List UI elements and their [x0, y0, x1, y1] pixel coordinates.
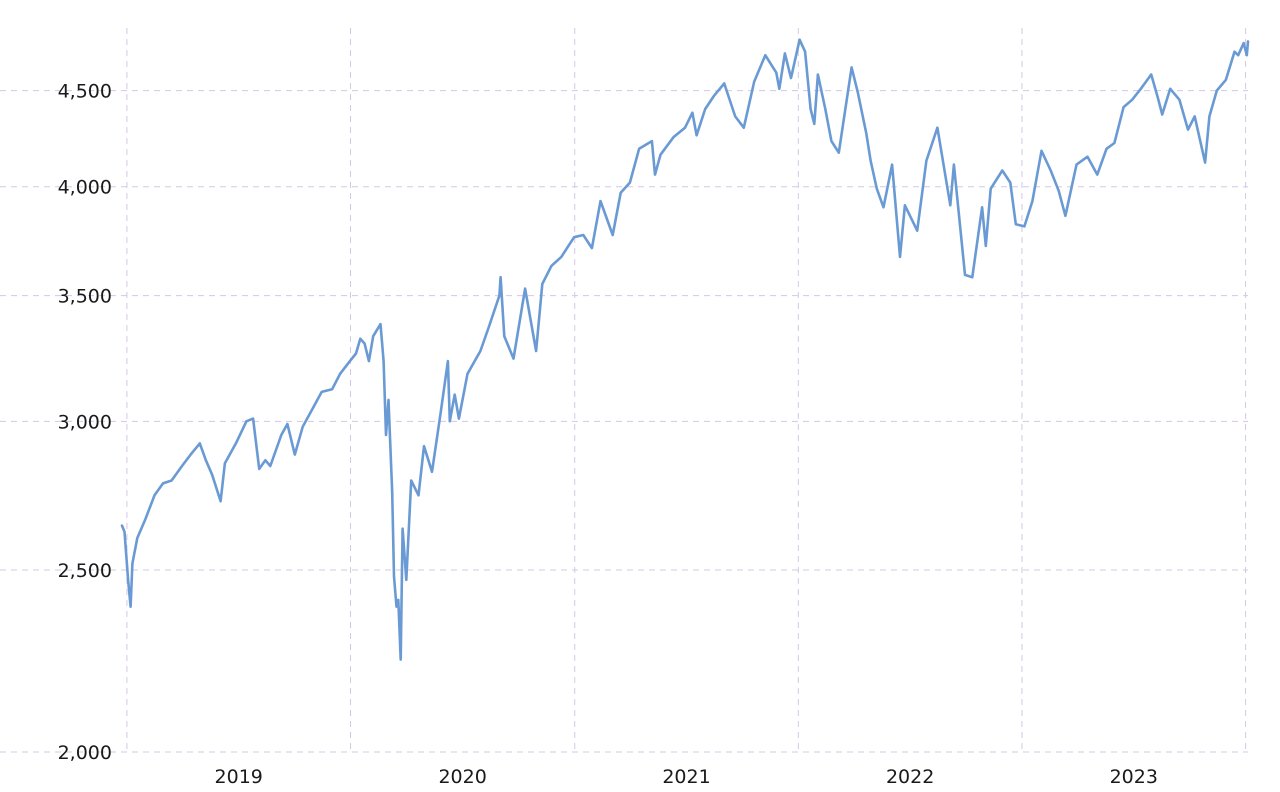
y-tick-label: 2,500 [58, 560, 112, 582]
x-axis-labels: 2019 2020 2021 2022 2023 [215, 766, 1158, 788]
y-tick-label: 3,000 [58, 411, 112, 433]
y-axis-labels: 2,000 2,500 3,000 3,500 4,000 4,500 [58, 81, 112, 764]
x-tick-label: 2022 [886, 766, 934, 788]
x-tick-label: 2020 [438, 766, 486, 788]
series-line [120, 38, 1250, 661]
y-gridlines [0, 90, 1248, 753]
series-group [120, 38, 1250, 661]
y-tick-label: 3,500 [58, 286, 112, 308]
x-tick-label: 2023 [1110, 766, 1158, 788]
y-tick-label: 2,000 [58, 742, 112, 764]
y-tick-label: 4,500 [58, 81, 112, 103]
x-tick-label: 2019 [215, 766, 263, 788]
x-gridlines [126, 28, 1247, 752]
x-tick-label: 2021 [662, 766, 710, 788]
y-tick-label: 4,000 [58, 177, 112, 199]
